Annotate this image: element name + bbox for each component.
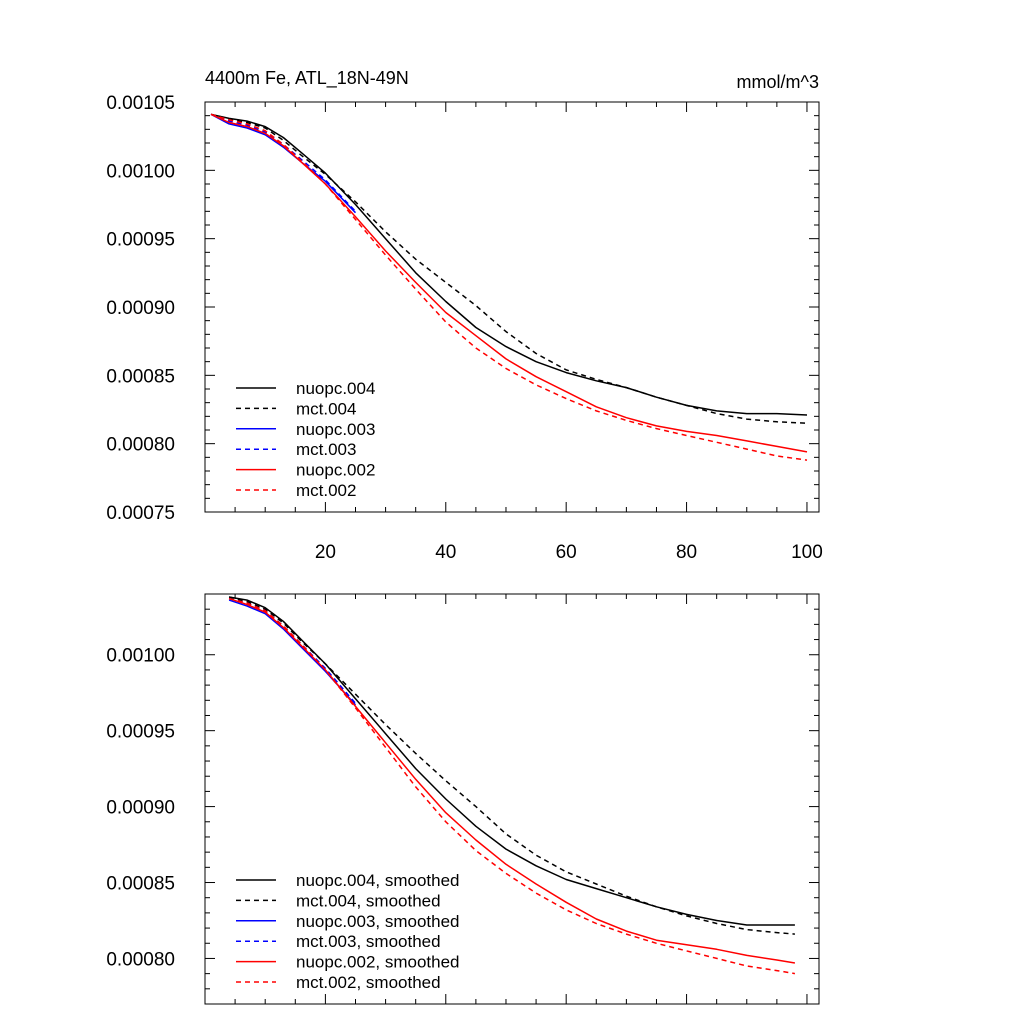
y-tick-label: 0.00100 bbox=[106, 161, 175, 182]
series-line bbox=[228, 599, 357, 706]
legend-label: nuopc.003, smoothed bbox=[296, 912, 460, 931]
y-tick-label: 0.00095 bbox=[106, 722, 175, 743]
x-tick-label: 60 bbox=[556, 542, 577, 563]
series-line bbox=[228, 597, 796, 964]
series-line bbox=[228, 597, 796, 975]
legend-label: nuopc.003 bbox=[296, 420, 375, 439]
y-tick-label: 0.00085 bbox=[106, 366, 175, 387]
series-line bbox=[210, 113, 357, 214]
legend-label: nuopc.004, smoothed bbox=[296, 871, 460, 890]
bottom-panel: 0.00080 0.00085 0.00090 0.00095 0.00100 nuopc… bbox=[106, 593, 820, 1005]
y-tick-label: 0.00085 bbox=[106, 874, 175, 895]
x-tick-label: 80 bbox=[676, 542, 697, 563]
legend-label: mct.004 bbox=[296, 399, 356, 418]
y-tick-label: 0.00095 bbox=[106, 230, 175, 251]
y-tick-label: 0.00075 bbox=[106, 503, 175, 524]
series-line bbox=[210, 113, 808, 461]
plot-frame bbox=[204, 593, 820, 1005]
top-panel: 4400m Fe, ATL_18N-49N mmol/m^3 20 40 60 80 1… bbox=[106, 68, 822, 563]
legend-label: mct.004, smoothed bbox=[296, 891, 441, 910]
x-tick-label: 20 bbox=[315, 542, 336, 563]
y-tick-label: 0.00090 bbox=[106, 798, 175, 819]
y-tick-label: 0.00080 bbox=[106, 435, 175, 456]
series-line bbox=[228, 596, 795, 926]
series-line bbox=[210, 113, 808, 416]
y-tick-label: 0.00100 bbox=[106, 646, 175, 667]
legend-label: nuopc.004 bbox=[296, 379, 375, 398]
chart-title: 4400m Fe, ATL_18N-49N bbox=[205, 68, 409, 89]
y-tick-label: 0.00090 bbox=[106, 298, 175, 319]
series-line bbox=[210, 113, 808, 453]
series-line bbox=[210, 113, 357, 212]
series-line bbox=[228, 596, 795, 935]
legend-label: mct.002 bbox=[296, 481, 356, 500]
legend-label: mct.002, smoothed bbox=[296, 973, 441, 992]
series-line bbox=[210, 113, 808, 424]
units-label: mmol/m^3 bbox=[737, 72, 819, 92]
legend-label: nuopc.002 bbox=[296, 461, 375, 480]
legend-label: mct.003 bbox=[296, 440, 356, 459]
legend-label: mct.003, smoothed bbox=[296, 932, 441, 951]
x-tick-label: 40 bbox=[435, 542, 456, 563]
x-tick-label: 100 bbox=[791, 542, 823, 563]
legend-label: nuopc.002, smoothed bbox=[296, 953, 460, 972]
series-line bbox=[228, 597, 357, 704]
y-tick-label: 0.00105 bbox=[106, 93, 175, 114]
y-tick-label: 0.00080 bbox=[106, 949, 175, 970]
